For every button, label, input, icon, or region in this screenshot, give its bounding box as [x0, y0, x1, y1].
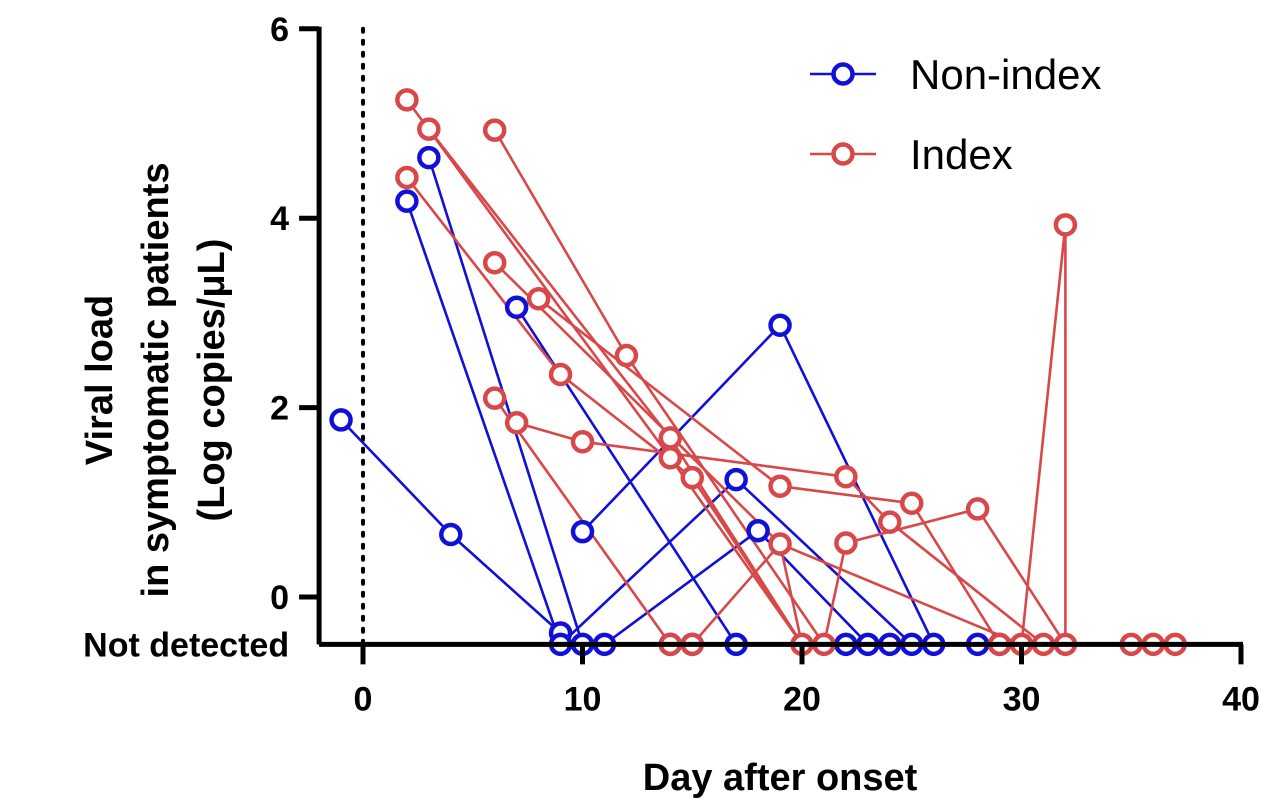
data-point-index [900, 491, 924, 515]
data-point-index [482, 118, 507, 142]
x-axis-title: Day after onset [643, 757, 918, 799]
data-point-non_index [746, 518, 770, 543]
data-point-index [965, 497, 990, 521]
x-tick-label: 10 [564, 680, 602, 718]
data-point-non_index [570, 519, 595, 544]
data-point-index [526, 286, 551, 311]
data-point-index [395, 88, 419, 112]
data-point-index [680, 465, 704, 490]
data-point-index [504, 411, 529, 435]
axes: 0 2 4 6 Not detected 0 10 20 30 40 Day after onset… [79, 11, 1260, 799]
x-tick-label: 40 [1222, 680, 1260, 718]
y-axis-title-line-1: Viral load [79, 295, 121, 465]
series-line-non_index-1 [405, 200, 562, 645]
y-tick-label: 6 [270, 11, 289, 49]
data-point-non_index [439, 522, 463, 547]
series-line-index-2 [493, 129, 826, 646]
data-point-index [417, 117, 441, 141]
data-point-index [548, 362, 573, 387]
series-line-index-3 [405, 176, 804, 646]
data-point-non_index [417, 145, 441, 170]
data-point-index [658, 446, 683, 470]
series-lines [340, 99, 1067, 646]
data-point-index [878, 510, 902, 534]
series-line-index-4 [493, 261, 1022, 646]
data-point-index [768, 474, 792, 498]
series-line-index-9 [822, 507, 1067, 646]
data-point-non_index [768, 313, 792, 337]
legend-marker-non_index [831, 62, 855, 86]
y-tick-label: 2 [270, 390, 289, 428]
data-point-index [482, 250, 507, 275]
data-point-index [395, 165, 419, 190]
series-line-non_index-4 [559, 478, 913, 646]
data-point-index [482, 386, 507, 410]
legend-label-non_index: Non-index [910, 51, 1101, 98]
data-point-index [658, 426, 683, 450]
data-point-non_index [504, 295, 529, 319]
legend: Non-index Index [810, 51, 1101, 178]
x-tick-label: 20 [783, 680, 821, 718]
y-tick-label: 0 [270, 579, 289, 617]
x-tick-label: 30 [1003, 680, 1041, 718]
data-point-index [570, 429, 595, 454]
legend-marker-index [831, 142, 855, 166]
data-point-index [768, 532, 792, 556]
data-point-index [614, 343, 639, 368]
series-line-index-10 [1020, 223, 1067, 645]
y-axis-title-line-3: (Log copies/μL) [191, 239, 233, 522]
y-tick-label: 4 [270, 200, 289, 238]
data-point-non_index [724, 467, 748, 492]
x-tick-label: 0 [354, 680, 373, 718]
not-detected-label: Not detected [83, 626, 289, 664]
data-point-non_index [395, 189, 419, 213]
data-point-index [834, 531, 858, 555]
data-point-index [1053, 213, 1078, 237]
data-point-non_index [329, 408, 353, 432]
y-axis-title-line-2: in symptomatic patients [135, 163, 177, 598]
legend-label-index: Index [910, 131, 1013, 178]
data-point-index [834, 464, 858, 489]
